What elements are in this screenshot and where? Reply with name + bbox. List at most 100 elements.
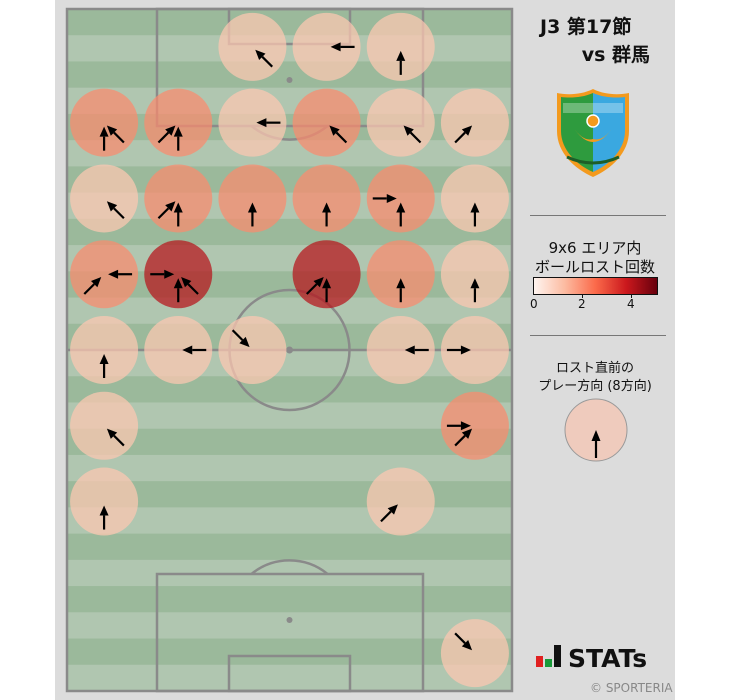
arrow-shaft: [157, 207, 170, 220]
divider: [530, 335, 666, 336]
pitch-stripe: [67, 87, 512, 115]
arrow-head: [106, 201, 118, 212]
arrow-up-icon: [173, 278, 183, 303]
grid-cell: [144, 240, 213, 309]
direction-legend-title: ロスト直前の: [555, 361, 634, 376]
grid-cell: [144, 88, 213, 157]
arrow-head: [404, 345, 415, 355]
arrow-up-icon: [99, 505, 109, 530]
grid-cell: [292, 88, 361, 157]
pitch-stripe: [67, 586, 512, 613]
arrow-up-icon: [396, 202, 406, 227]
penalty-spot-top: [286, 77, 293, 83]
arrow-head: [460, 421, 471, 431]
arrow-head: [164, 269, 175, 279]
pitch-stripe: [67, 140, 512, 167]
heat-circle: [366, 12, 435, 81]
pitch-stripe: [67, 428, 512, 456]
opponent-label: vs 群馬: [581, 44, 650, 66]
grid-cell: [144, 164, 213, 233]
heat-circle: [292, 12, 361, 81]
grid-cell: [218, 88, 287, 157]
grid-cell: [366, 12, 435, 81]
arrow-up-right-icon: [380, 504, 398, 523]
arrow-head: [247, 202, 257, 213]
pitch-stripe: [67, 218, 512, 246]
arrow-up-icon: [322, 202, 332, 227]
grid-cell: [70, 316, 139, 384]
heat-circle: [440, 88, 509, 157]
arrow-head: [173, 278, 183, 289]
pitch-stripe: [67, 664, 512, 692]
copyright: © SPORTERIA: [590, 681, 673, 695]
grid-cell: [218, 12, 287, 81]
penalty-spot-bottom: [286, 617, 293, 623]
arrow-head: [322, 278, 332, 289]
grid-cell: [144, 316, 213, 384]
arrow-up-icon: [247, 202, 257, 227]
pitch-stripe: [67, 376, 512, 403]
pitch-stripe: [67, 638, 512, 666]
penalty-arc-bottom: [250, 559, 329, 575]
pitch-stripe: [67, 454, 512, 482]
heat-circle: [218, 12, 287, 81]
grid-cell: [70, 88, 139, 157]
colorbar-tick-label: 2: [578, 297, 586, 311]
pitch-stripe: [67, 533, 512, 561]
heat-circle: [440, 619, 509, 688]
heat-circle: [292, 164, 361, 233]
arrow-shaft: [380, 510, 392, 523]
arrow-head: [403, 125, 414, 136]
pitch-stripe: [67, 350, 512, 377]
pitch-stripe: [67, 481, 512, 508]
arrow-up-right-icon: [157, 125, 176, 144]
pitch-stripe: [67, 271, 512, 299]
arrow-shaft: [261, 56, 273, 68]
arrow-down-right-icon: [231, 329, 250, 348]
arrow-up-left-icon: [181, 277, 199, 295]
arrow-head: [256, 118, 267, 128]
heat-circle: [440, 316, 509, 384]
arrow-head: [106, 125, 118, 136]
grid-cell: [366, 467, 435, 536]
arrow-head: [396, 50, 406, 61]
arrow-shaft: [454, 632, 466, 644]
arrow-shaft: [231, 329, 244, 341]
arrow-up-left-icon: [255, 49, 273, 68]
grid-cell: [70, 240, 139, 309]
heat-circle: [366, 467, 435, 536]
grid-cell: [440, 391, 509, 460]
colorbar-tick: [582, 294, 583, 298]
arrow-right-icon: [150, 269, 175, 279]
arrow-head: [239, 336, 250, 348]
arrow-head: [396, 278, 406, 289]
arrow-head: [461, 125, 473, 136]
grid-cell: [70, 391, 139, 460]
arrow-shaft: [409, 131, 422, 144]
grid-cell: [218, 316, 287, 384]
arrow-head: [396, 202, 406, 213]
grid-cell: [366, 164, 435, 233]
arrow-head: [329, 125, 340, 136]
heat-circle: [70, 467, 139, 536]
heat-circle: [366, 164, 435, 233]
heat-circle: [218, 88, 287, 157]
pitch-stripe: [67, 402, 512, 430]
colorbar: [533, 277, 658, 295]
arrow-head: [330, 42, 341, 52]
arrow-up-icon: [322, 278, 332, 303]
heat-circle: [70, 164, 139, 233]
grid-cell: [440, 619, 509, 688]
arrow-up-right-icon: [157, 201, 176, 220]
pitch-stripe: [67, 166, 512, 194]
grid-cell: [292, 240, 361, 309]
grid-cell: [440, 316, 509, 384]
arrow-shaft: [113, 434, 125, 447]
pitch-stripe: [67, 9, 512, 36]
heat-circle: [70, 391, 139, 460]
colorbar-subtitle: ボールロスト回数: [534, 258, 655, 276]
arrow-up-right-icon: [454, 428, 473, 447]
grid-cell: [366, 316, 435, 384]
pitch-stripe: [67, 323, 512, 351]
arrow-up-right-icon: [454, 125, 473, 144]
